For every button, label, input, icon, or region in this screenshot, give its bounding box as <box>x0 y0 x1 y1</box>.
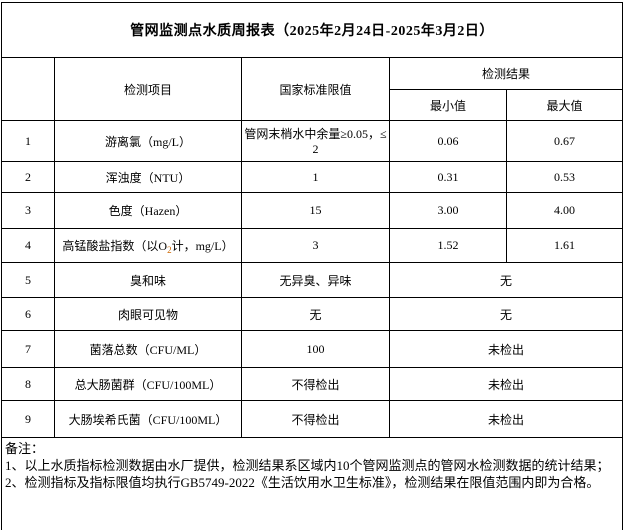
notes-label: 备注： <box>5 441 45 456</box>
row-standard: 无 <box>241 297 390 331</box>
row-result-merged: 无 <box>389 262 623 298</box>
header-blank <box>1 57 55 121</box>
row-item-text: 计，mg/L） <box>171 238 234 253</box>
row-no: 1 <box>1 120 55 162</box>
row-standard: 不得检出 <box>241 400 390 438</box>
header-standard: 国家标准限值 <box>241 57 390 121</box>
row-max: 4.00 <box>506 192 623 229</box>
note-1: 1、以上水质指标检测数据由水厂提供，检测结果系区域内10个管网监测点的管网水检测… <box>5 458 610 473</box>
row-min: 3.00 <box>389 192 507 229</box>
row-no: 5 <box>1 262 55 298</box>
row-item: 总大肠菌群（CFU/100ML） <box>54 367 242 401</box>
row-item: 臭和味 <box>54 262 242 298</box>
header-max: 最大值 <box>506 89 623 121</box>
row-max: 0.67 <box>506 120 623 162</box>
table-row: 8 总大肠菌群（CFU/100ML） 不得检出 未检出 <box>1 367 623 401</box>
row-no: 4 <box>1 228 55 263</box>
row-item: 大肠埃希氏菌（CFU/100ML） <box>54 400 242 438</box>
row-item-text: 高锰酸盐指数（以O <box>62 238 168 253</box>
row-item: 高锰酸盐指数（以O2计，mg/L） <box>54 228 242 263</box>
row-no: 3 <box>1 192 55 229</box>
row-result-merged: 无 <box>389 297 623 331</box>
row-item: 游离氯（mg/L） <box>54 120 242 162</box>
row-standard: 不得检出 <box>241 367 390 401</box>
row-result-merged: 未检出 <box>389 367 623 401</box>
row-standard: 15 <box>241 192 390 229</box>
notes: 备注： 1、以上水质指标检测数据由水厂提供，检测结果系区域内10个管网监测点的管… <box>1 437 623 530</box>
row-standard: 1 <box>241 161 390 193</box>
table-row: 1 游离氯（mg/L） 管网末梢水中余量≥0.05，≤2 0.06 0.67 <box>1 120 623 162</box>
row-item: 色度（Hazen） <box>54 192 242 229</box>
row-no: 9 <box>1 400 55 438</box>
row-no: 7 <box>1 330 55 368</box>
table-row: 7 菌落总数（CFU/ML） 100 未检出 <box>1 330 623 368</box>
header-item: 检测项目 <box>54 57 242 121</box>
row-standard: 无异臭、异味 <box>241 262 390 298</box>
row-item: 肉眼可见物 <box>54 297 242 331</box>
row-min: 0.06 <box>389 120 507 162</box>
row-standard: 100 <box>241 330 390 368</box>
table-row: 3 色度（Hazen） 15 3.00 4.00 <box>1 192 623 229</box>
row-min: 0.31 <box>389 161 507 193</box>
table-row: 2 浑浊度（NTU） 1 0.31 0.53 <box>1 161 623 193</box>
row-item: 菌落总数（CFU/ML） <box>54 330 242 368</box>
table-row: 4 高锰酸盐指数（以O2计，mg/L） 3 1.52 1.61 <box>1 228 623 263</box>
note-2: 2、检测指标及指标限值均执行GB5749-2022《生活饮用水卫生标准》，检测结… <box>5 475 600 490</box>
row-item: 浑浊度（NTU） <box>54 161 242 193</box>
row-result-merged: 未检出 <box>389 400 623 438</box>
row-max: 1.61 <box>506 228 623 263</box>
report-title: 管网监测点水质周报表（2025年2月24日-2025年3月2日） <box>1 2 623 58</box>
row-result-merged: 未检出 <box>389 330 623 368</box>
row-min: 1.52 <box>389 228 507 263</box>
table-row: 6 肉眼可见物 无 无 <box>1 297 623 331</box>
table-row: 5 臭和味 无异臭、异味 无 <box>1 262 623 298</box>
row-no: 8 <box>1 367 55 401</box>
oxygen-subscript: 2 <box>167 244 172 255</box>
row-max: 0.53 <box>506 161 623 193</box>
row-no: 2 <box>1 161 55 193</box>
row-standard: 管网末梢水中余量≥0.05，≤2 <box>241 120 390 162</box>
table-row: 9 大肠埃希氏菌（CFU/100ML） 不得检出 未检出 <box>1 400 623 438</box>
row-standard: 3 <box>241 228 390 263</box>
header-result-group: 检测结果 <box>389 57 623 90</box>
header-min: 最小值 <box>389 89 507 121</box>
row-no: 6 <box>1 297 55 331</box>
